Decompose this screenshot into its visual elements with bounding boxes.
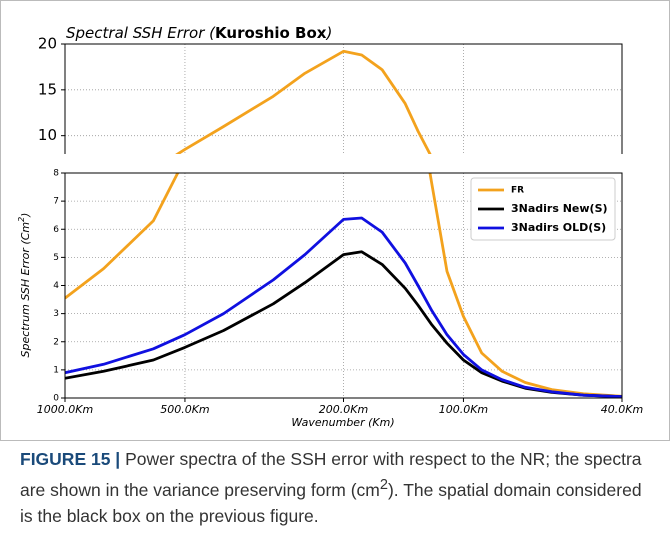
caption-label: FIGURE 15 |: [20, 449, 121, 469]
caption-sup: 2: [379, 477, 388, 493]
y-tick-label: 7: [53, 197, 59, 207]
caption-text: ). The spatial domain considered is the …: [20, 479, 642, 526]
series-line: [175, 49, 432, 154]
x-axis-label: Wavenumber (Km): [291, 416, 394, 429]
y-tick-label: 5: [53, 253, 59, 263]
y-tick-label: 2: [53, 337, 59, 347]
x-tick-label: 200.0Km: [319, 403, 368, 416]
legend-label: 3Nadirs OLD(S): [511, 221, 606, 234]
y-label-part: ): [19, 213, 32, 218]
caption: FIGURE 15 | Power spectra of the SSH err…: [20, 446, 655, 529]
axis-frame: [64, 43, 623, 154]
plot-area: [65, 173, 622, 398]
y-tick-label: 8: [53, 169, 59, 179]
legend-label: 3Nadirs New(S): [511, 202, 608, 215]
series-line: [65, 173, 622, 398]
y-tick-label: 3: [53, 309, 59, 319]
legend-box: [470, 177, 616, 241]
chart: Spectral SSH Error (Kuroshio Box) Wavenu…: [0, 0, 670, 441]
y-tick-label: 0: [53, 394, 59, 404]
series-line: [65, 216, 622, 398]
legend-label: FR: [511, 186, 524, 196]
y-label-part: Spectrum SSH Error (Cm: [19, 222, 32, 358]
y-tick-label: 4: [53, 281, 59, 291]
x-tick-label: 500.0Km: [160, 403, 209, 416]
caption-text: Power spectra of the SSH error with resp…: [20, 449, 642, 500]
x-tick-label: 40.0Km: [601, 403, 643, 416]
title-part: Spectral SSH Error (: [66, 24, 216, 42]
plot-area: [175, 49, 432, 154]
y-tick-label: 1: [53, 365, 59, 375]
title-part: ): [325, 24, 332, 42]
y-tick-label: 6: [53, 225, 59, 235]
y-tick-label: 15: [38, 80, 57, 98]
title-part: Kuroshio Box: [215, 24, 327, 42]
y-label-part: 2: [17, 217, 26, 222]
y-axis-label: Spectrum SSH Error (Cm2): [17, 213, 32, 358]
chart-title: Spectral SSH Error (Kuroshio Box): [66, 24, 332, 42]
x-tick-label: 1000.0Km: [37, 403, 93, 416]
y-tick-label: 20: [38, 35, 57, 53]
y-tick-label: 10: [38, 126, 57, 144]
x-tick-label: 100.0Km: [439, 403, 488, 416]
